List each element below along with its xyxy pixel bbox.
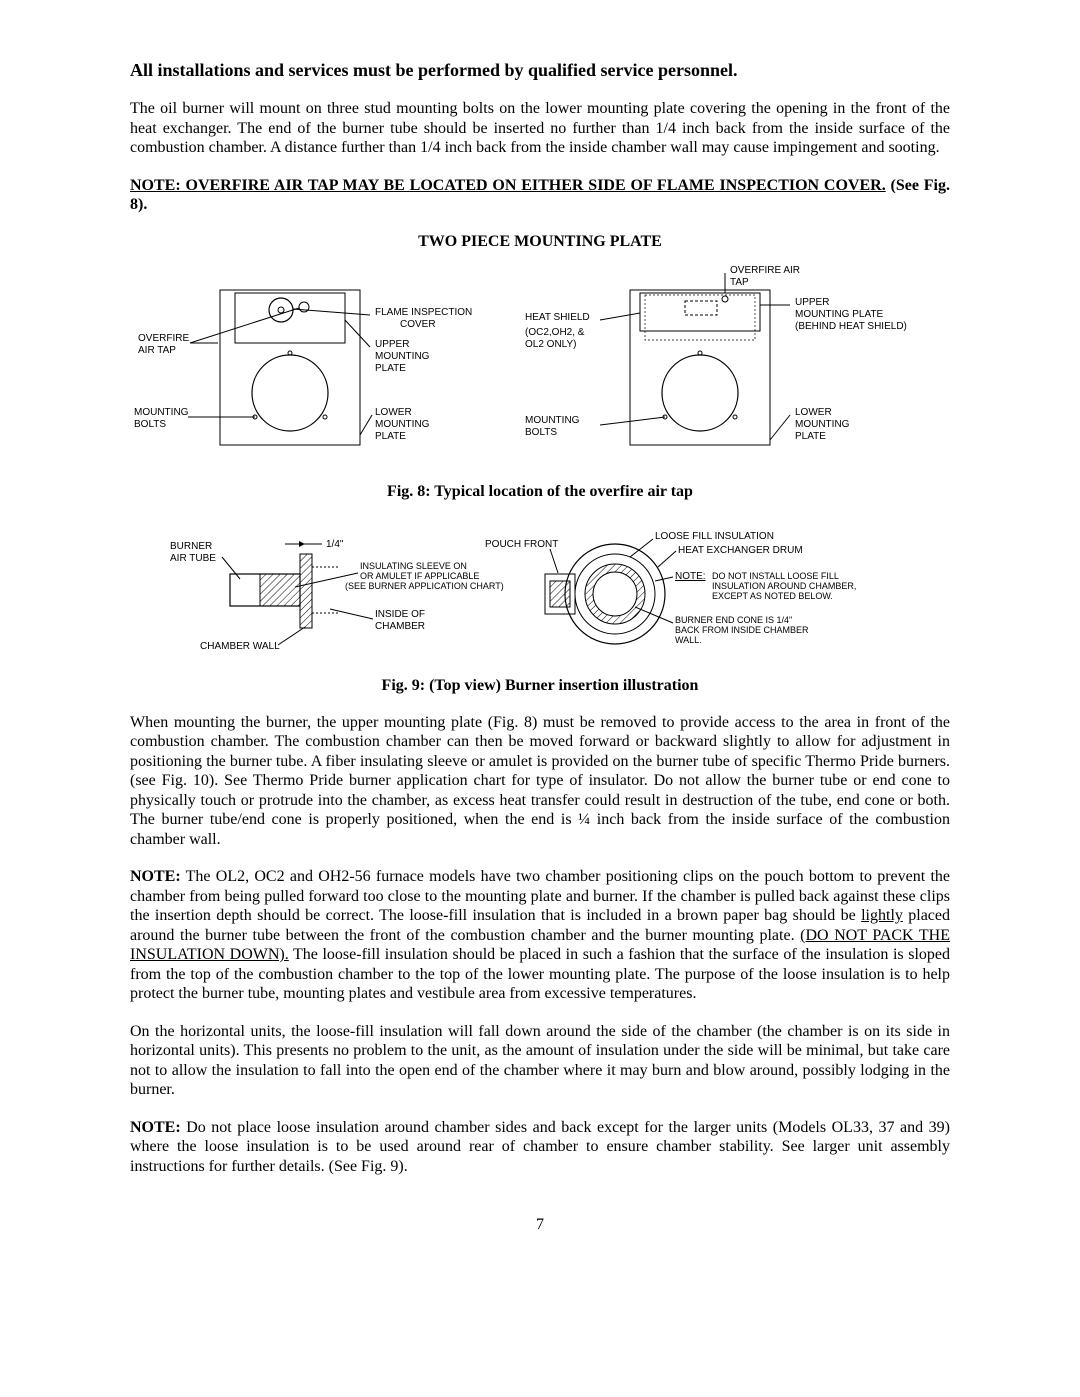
lbl-hs3: OL2 ONLY) bbox=[525, 339, 577, 350]
lbl-of2: TAP bbox=[730, 277, 749, 288]
lbl-bolts: BOLTS bbox=[134, 419, 166, 430]
lbl-ins2: OR AMULET IF APPLICABLE bbox=[360, 571, 479, 581]
lbl-lower3: PLATE bbox=[375, 431, 406, 442]
lbl-lo2: MOUNTING bbox=[795, 419, 850, 430]
lbl-upper3: PLATE bbox=[375, 363, 406, 374]
lbl-note: NOTE: bbox=[675, 571, 706, 582]
note-text-1: The OL2, OC2 and OH2-56 furnace models h… bbox=[130, 868, 950, 924]
paragraph-intro: The oil burner will mount on three stud … bbox=[130, 99, 950, 158]
lbl-pouch: POUCH FRONT bbox=[485, 539, 558, 550]
lbl-ins1: INSULATING SLEEVE ON bbox=[360, 561, 467, 571]
lbl-n1: DO NOT INSTALL LOOSE FILL bbox=[712, 571, 839, 581]
note-overfire: NOTE: OVERFIRE AIR TAP MAY BE LOCATED ON… bbox=[130, 176, 950, 215]
lbl-hs2: (OC2,OH2, & bbox=[525, 327, 585, 338]
lbl-up1: UPPER bbox=[795, 297, 829, 308]
lbl-loose: LOOSE FILL INSULATION bbox=[655, 531, 774, 542]
lbl-flame1: FLAME INSPECTION bbox=[375, 307, 472, 318]
lbl-of1: OVERFIRE AIR bbox=[730, 265, 800, 276]
lbl-lower2: MOUNTING bbox=[375, 419, 430, 430]
lbl-cwall: CHAMBER WALL bbox=[200, 641, 280, 652]
note-label: NOTE: bbox=[130, 868, 181, 885]
lbl-e1: BURNER END CONE IS 1/4" bbox=[675, 615, 792, 625]
document-page: All installations and services must be p… bbox=[0, 0, 1080, 1274]
lbl-mb2: BOLTS bbox=[525, 427, 557, 438]
paragraph-mounting: When mounting the burner, the upper moun… bbox=[130, 713, 950, 850]
fig9-diagram: 1/4" BURNER AIR TUBE CHAMBER WALL INSULA… bbox=[130, 519, 950, 669]
lbl-n3: EXCEPT AS NOTED BELOW. bbox=[712, 591, 833, 601]
paragraph-note-models: NOTE: The OL2, OC2 and OH2-56 furnace mo… bbox=[130, 867, 950, 1004]
note2-label: NOTE: bbox=[130, 1119, 181, 1136]
lbl-burner1: BURNER bbox=[170, 541, 212, 552]
lbl-burner2: AIR TUBE bbox=[170, 553, 216, 564]
lbl-lo1: LOWER bbox=[795, 407, 832, 418]
lbl-mb1: MOUNTING bbox=[525, 415, 580, 426]
page-number: 7 bbox=[130, 1216, 950, 1234]
note2-text: Do not place loose insulation around cha… bbox=[130, 1119, 950, 1175]
lbl-up2: MOUNTING PLATE bbox=[795, 309, 883, 320]
lbl-upper1: UPPER bbox=[375, 339, 409, 350]
fig8-title: TWO PIECE MOUNTING PLATE bbox=[130, 233, 950, 251]
lbl-airtap: AIR TAP bbox=[138, 345, 176, 356]
note-overfire-text: NOTE: OVERFIRE AIR TAP MAY BE LOCATED ON… bbox=[130, 177, 886, 194]
lbl-overfire: OVERFIRE bbox=[138, 333, 189, 344]
lbl-upper2: MOUNTING bbox=[375, 351, 430, 362]
lbl-e2: BACK FROM INSIDE CHAMBER bbox=[675, 625, 809, 635]
page-heading: All installations and services must be p… bbox=[130, 60, 950, 81]
paragraph-note-loose: NOTE: Do not place loose insulation arou… bbox=[130, 1118, 950, 1177]
lbl-hs1: HEAT SHIELD bbox=[525, 312, 590, 323]
paragraph-horizontal: On the horizontal units, the loose-fill … bbox=[130, 1022, 950, 1100]
lbl-drum: HEAT EXCHANGER DRUM bbox=[678, 545, 803, 556]
lbl-up3: (BEHIND HEAT SHIELD) bbox=[795, 321, 907, 332]
lbl-quarter: 1/4" bbox=[326, 539, 344, 550]
note-lightly: lightly bbox=[861, 907, 903, 924]
lbl-inside2: CHAMBER bbox=[375, 621, 425, 632]
lbl-flame2: COVER bbox=[400, 319, 436, 330]
lbl-ins3: (SEE BURNER APPLICATION CHART) bbox=[345, 581, 504, 591]
lbl-mounting: MOUNTING bbox=[134, 407, 189, 418]
lbl-lo3: PLATE bbox=[795, 431, 826, 442]
lbl-lower1: LOWER bbox=[375, 407, 412, 418]
fig9-caption: Fig. 9: (Top view) Burner insertion illu… bbox=[130, 677, 950, 695]
fig8-diagram: OVERFIRE AIR TAP MOUNTING BOLTS FLAME IN… bbox=[130, 265, 950, 475]
lbl-inside1: INSIDE OF bbox=[375, 609, 425, 620]
lbl-e3: WALL. bbox=[675, 635, 702, 645]
fig8-caption: Fig. 8: Typical location of the overfire… bbox=[130, 483, 950, 501]
lbl-n2: INSULATION AROUND CHAMBER, bbox=[712, 581, 856, 591]
